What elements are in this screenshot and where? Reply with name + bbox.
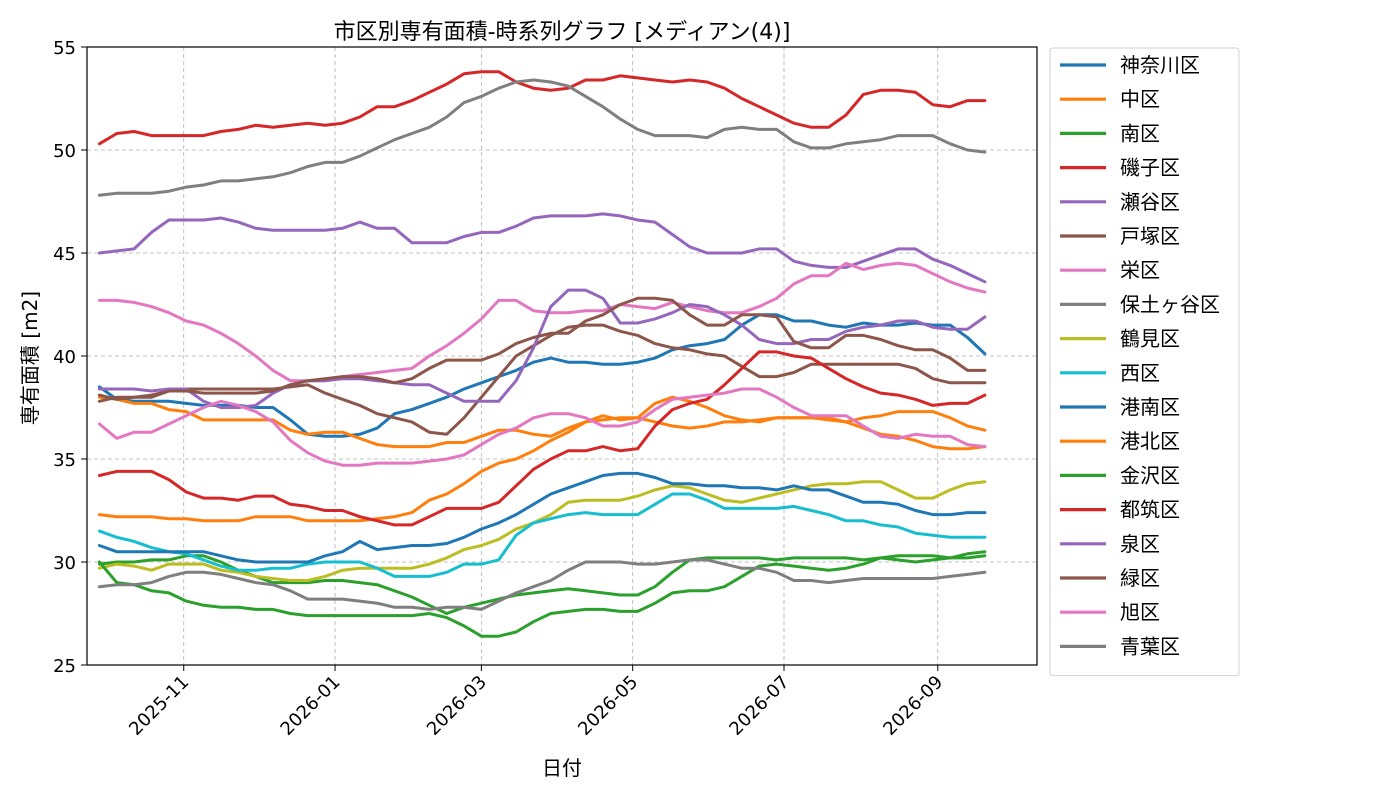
legend-label: 栄区 bbox=[1120, 258, 1160, 282]
y-tick-label: 40 bbox=[53, 347, 76, 368]
y-tick-label: 55 bbox=[53, 38, 76, 59]
legend-label: 神奈川区 bbox=[1120, 53, 1200, 77]
series-line-17 bbox=[97, 558, 987, 611]
series-line-9 bbox=[97, 492, 987, 578]
legend-label: 南区 bbox=[1120, 121, 1160, 145]
chart-title: 市区別専有面積-時系列グラフ [メディアン(4)] bbox=[334, 20, 791, 45]
legend-label: 戸塚区 bbox=[1120, 224, 1180, 248]
series-line-6 bbox=[97, 261, 987, 383]
legend-label: 西区 bbox=[1120, 361, 1160, 385]
series-line-7 bbox=[97, 78, 987, 197]
series-line-15 bbox=[97, 296, 987, 401]
series-line-16 bbox=[97, 387, 987, 467]
x-axis: 2025-11 2026-01 2026-03 2026-05 2026-07 2026-… bbox=[125, 665, 947, 740]
x-tick-label: 2026-01 bbox=[277, 672, 345, 740]
legend-frame bbox=[1049, 47, 1240, 677]
legend-label: 旭区 bbox=[1120, 600, 1160, 624]
legend-label: 瀬谷区 bbox=[1120, 190, 1180, 214]
x-tick-label: 2026-03 bbox=[423, 672, 491, 740]
x-tick-label: 2026-09 bbox=[879, 672, 947, 740]
series-line-4 bbox=[97, 212, 987, 284]
x-axis-label: 日付 bbox=[542, 756, 582, 780]
series-layer bbox=[97, 70, 987, 638]
y-tick-label: 35 bbox=[53, 450, 76, 471]
series-line-12 bbox=[97, 550, 987, 638]
legend-label: 鶴見区 bbox=[1120, 327, 1180, 351]
series-line-5 bbox=[97, 323, 987, 436]
series-line-8 bbox=[97, 480, 987, 582]
legend-label: 港南区 bbox=[1120, 395, 1180, 419]
legend-label: 保土ヶ谷区 bbox=[1120, 292, 1220, 316]
series-line-3 bbox=[97, 70, 987, 146]
legend-label: 緑区 bbox=[1120, 566, 1160, 590]
y-axis-label: 専有面積 [m2] bbox=[18, 291, 42, 425]
legend-label: 金沢区 bbox=[1120, 463, 1180, 487]
legend-label: 泉区 bbox=[1120, 532, 1160, 556]
x-tick-label: 2025-11 bbox=[125, 672, 193, 740]
series-line-11 bbox=[97, 395, 987, 523]
x-tick-label: 2026-05 bbox=[574, 672, 642, 740]
legend-label: 青葉区 bbox=[1120, 634, 1180, 658]
series-line-10 bbox=[97, 471, 987, 564]
x-tick-label: 2026-07 bbox=[725, 672, 793, 740]
y-tick-label: 50 bbox=[53, 141, 76, 162]
y-tick-label: 25 bbox=[53, 656, 76, 677]
legend-label: 港北区 bbox=[1120, 429, 1180, 453]
legend-label: 中区 bbox=[1120, 87, 1160, 111]
y-tick-label: 45 bbox=[53, 244, 76, 265]
legend-label: 都筑区 bbox=[1120, 498, 1180, 522]
legend: 神奈川区中区南区磯子区瀬谷区戸塚区栄区保土ヶ谷区鶴見区西区港南区港北区金沢区都筑… bbox=[1049, 47, 1240, 677]
series-line-14 bbox=[97, 288, 987, 409]
legend-label: 磯子区 bbox=[1120, 156, 1180, 180]
series-line-13 bbox=[97, 350, 987, 527]
y-tick-label: 30 bbox=[53, 553, 76, 574]
y-axis: 25 30 35 40 45 50 55 bbox=[53, 38, 87, 677]
